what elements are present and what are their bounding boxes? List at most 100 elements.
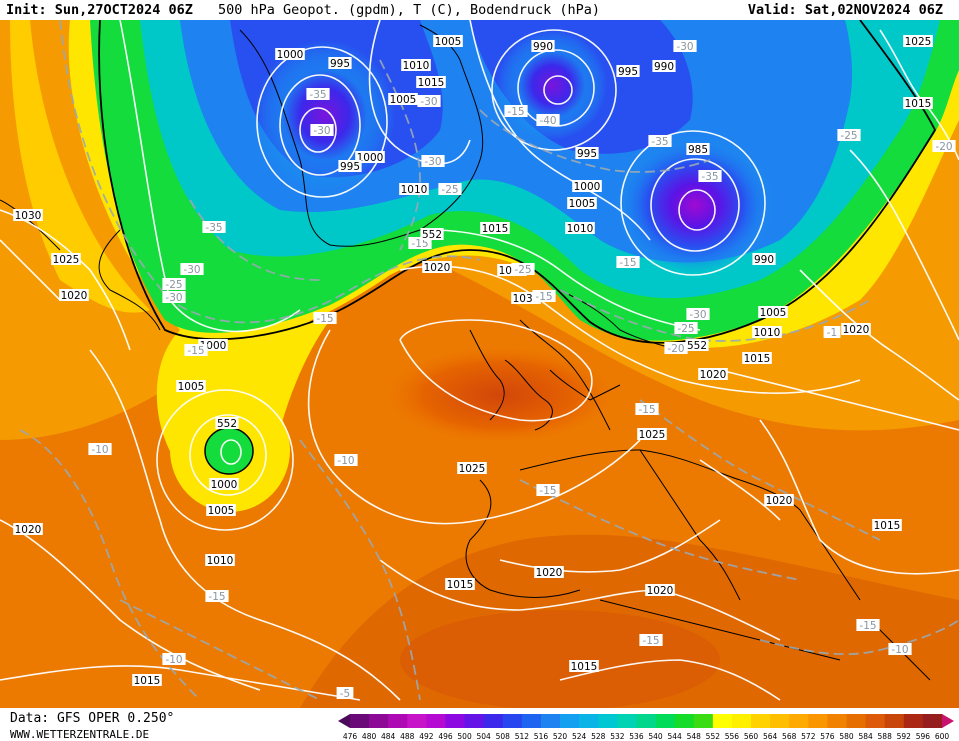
colorbar-swatch bbox=[636, 714, 657, 728]
svg-text:1020: 1020 bbox=[700, 369, 727, 381]
colorbar-tick-label: 560 bbox=[744, 732, 759, 740]
geopotential-label: 552 bbox=[420, 228, 444, 241]
pressure-label: 995 bbox=[575, 147, 599, 160]
colorbar-tick-label: 544 bbox=[667, 732, 682, 740]
svg-text:-1: -1 bbox=[827, 327, 837, 339]
svg-text:1020: 1020 bbox=[843, 324, 870, 336]
pressure-label: 995 bbox=[616, 65, 640, 78]
website: WWW.WETTERZENTRALE.DE bbox=[10, 728, 150, 741]
colorbar-swatch bbox=[903, 714, 924, 728]
temperature-label: -30 bbox=[421, 155, 445, 168]
colorbar-tick-label: 536 bbox=[629, 732, 644, 740]
colorbar-swatch bbox=[502, 714, 523, 728]
temperature-label: -10 bbox=[162, 653, 186, 666]
svg-text:990: 990 bbox=[654, 61, 674, 73]
colorbar-swatch bbox=[617, 714, 637, 728]
pressure-label: 1000 bbox=[355, 151, 385, 164]
temperature-label: -15 bbox=[532, 290, 556, 303]
colorbar-swatch bbox=[789, 714, 809, 728]
colorbar-swatch bbox=[674, 714, 695, 728]
svg-text:-30: -30 bbox=[165, 292, 182, 304]
svg-text:-30: -30 bbox=[183, 264, 200, 276]
svg-text:-30: -30 bbox=[689, 309, 706, 321]
svg-text:552: 552 bbox=[217, 418, 237, 430]
temperature-label: -15 bbox=[635, 403, 659, 416]
pressure-label: 1025 bbox=[637, 428, 667, 441]
colorbar-tick-label: 576 bbox=[820, 732, 835, 740]
geopotential-labels: 552 552 552 bbox=[215, 228, 709, 430]
svg-text:1015: 1015 bbox=[905, 98, 932, 110]
colorbar-swatch bbox=[751, 714, 771, 728]
colorbar-swatch bbox=[731, 714, 752, 728]
temperature-label: -25 bbox=[674, 322, 698, 335]
colorbar-tick-label: 600 bbox=[935, 732, 950, 740]
svg-text:-10: -10 bbox=[891, 644, 908, 656]
temperature-label: -10 bbox=[88, 443, 112, 456]
svg-text:1010: 1010 bbox=[403, 60, 430, 72]
temperature-label: -25 bbox=[837, 129, 861, 142]
pressure-label: 990 bbox=[531, 40, 555, 53]
pressure-label: 1030 bbox=[13, 209, 43, 222]
svg-text:1025: 1025 bbox=[905, 36, 932, 48]
colorbar-swatch bbox=[693, 714, 714, 728]
pressure-label: 1000 bbox=[275, 48, 305, 61]
pressure-label: 1015 bbox=[480, 222, 510, 235]
svg-text:1020: 1020 bbox=[15, 524, 42, 536]
pressure-label: 1005 bbox=[176, 380, 206, 393]
temperature-label: -1 bbox=[823, 326, 841, 339]
valid-time: Valid: Sat,02NOV2024 06Z bbox=[747, 2, 943, 18]
pressure-label: 1025 bbox=[457, 462, 487, 475]
svg-text:995: 995 bbox=[330, 58, 350, 70]
colorbar-tick-label: 476 bbox=[343, 732, 358, 740]
temperature-isolines bbox=[19, 20, 959, 701]
pressure-label: 1020 bbox=[698, 368, 728, 381]
svg-text:995: 995 bbox=[577, 148, 597, 160]
pressure-label: 1020 bbox=[764, 494, 794, 507]
svg-text:-25: -25 bbox=[165, 279, 182, 291]
pressure-label: 1015 bbox=[569, 660, 599, 673]
colorbar-tick-label: 504 bbox=[477, 732, 492, 740]
pressure-label: 1010 bbox=[399, 183, 429, 196]
pressure-label: 995 bbox=[328, 57, 352, 70]
colorbar-swatch bbox=[426, 714, 446, 728]
temperature-labels: -35-30-30-25-15-40-30-30-35-35-25-20-35-… bbox=[88, 40, 956, 700]
svg-text:1025: 1025 bbox=[639, 429, 666, 441]
temperature-label: -15 bbox=[616, 256, 640, 269]
svg-text:-30: -30 bbox=[676, 41, 693, 53]
svg-text:-35: -35 bbox=[309, 89, 326, 101]
colorbar-tick-label: 532 bbox=[610, 732, 625, 740]
chart-title: 500 hPa Geopot. (gpdm), T (C), Bodendruc… bbox=[218, 2, 601, 18]
pressure-label: 1000 bbox=[572, 180, 602, 193]
colorbar-swatch bbox=[369, 714, 389, 728]
svg-text:-25: -25 bbox=[677, 323, 694, 335]
pressure-label: 1015 bbox=[742, 352, 772, 365]
colorbar-tick-label: 564 bbox=[763, 732, 778, 740]
svg-text:1005: 1005 bbox=[435, 36, 462, 48]
colorbar-tick-label: 556 bbox=[725, 732, 740, 740]
svg-text:1015: 1015 bbox=[744, 353, 771, 365]
field-light-yellow bbox=[10, 20, 150, 313]
svg-text:1030: 1030 bbox=[15, 210, 42, 222]
svg-text:1020: 1020 bbox=[647, 585, 674, 597]
colorbar-swatch bbox=[655, 714, 676, 728]
pressure-label: 990 bbox=[652, 60, 676, 73]
pressure-label: 1020 bbox=[534, 566, 564, 579]
colorbar-swatch bbox=[770, 714, 790, 728]
temperature-label: -10 bbox=[888, 643, 912, 656]
svg-text:-5: -5 bbox=[340, 688, 350, 700]
svg-text:-25: -25 bbox=[441, 184, 458, 196]
svg-text:1020: 1020 bbox=[766, 495, 793, 507]
pressure-label: 1000 bbox=[209, 478, 239, 491]
svg-text:-15: -15 bbox=[642, 635, 659, 647]
field-warm-core bbox=[370, 340, 630, 450]
svg-text:-15: -15 bbox=[507, 106, 524, 118]
pressure-label: 1005 bbox=[758, 306, 788, 319]
svg-text:1010: 1010 bbox=[207, 555, 234, 567]
colorbar-swatch bbox=[922, 714, 943, 728]
colorbar-swatch bbox=[808, 714, 828, 728]
svg-text:1005: 1005 bbox=[390, 94, 417, 106]
colorbar-tick-label: 508 bbox=[496, 732, 511, 740]
pressure-label: 1025 bbox=[903, 35, 933, 48]
init-time: Init: Sun,27OCT2024 06Z bbox=[6, 2, 193, 18]
chart-footer: Data: GFS OPER 0.250° WWW.WETTERZENTRALE… bbox=[0, 708, 959, 741]
